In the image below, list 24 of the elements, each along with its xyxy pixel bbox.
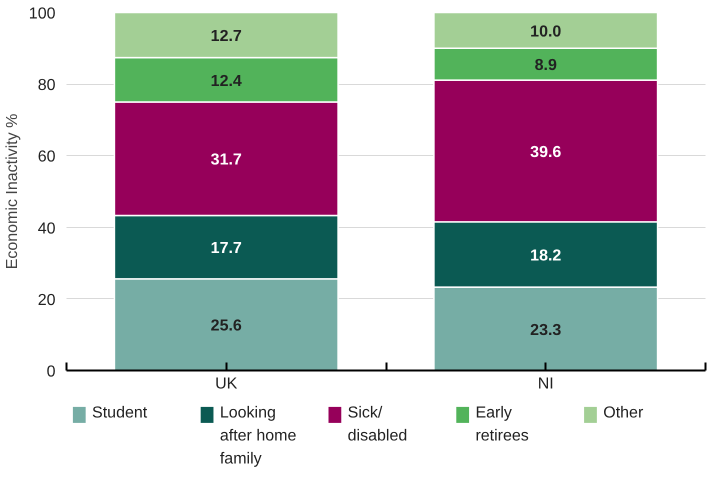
- data-label: 17.7: [210, 240, 242, 258]
- data-label: 12.7: [210, 28, 242, 45]
- y-tick-label: 0: [46, 364, 56, 380]
- data-label: 25.6: [210, 318, 242, 335]
- legend-label: Other: [603, 404, 644, 422]
- x-tick-label: UK: [215, 376, 238, 392]
- data-label: 39.6: [530, 144, 562, 162]
- y-tick-label: 100: [28, 6, 56, 22]
- legend-label: Early retirees: [475, 404, 529, 444]
- y-axis-title: Economic Inactivity %: [4, 114, 21, 270]
- data-label: 18.2: [530, 248, 562, 265]
- data-label: 8.9: [534, 57, 557, 74]
- data-label: 23.3: [530, 322, 562, 339]
- y-tick-label: 40: [38, 220, 56, 238]
- legend-label: Sick/ disabled: [348, 404, 408, 444]
- y-tick-label: 20: [38, 292, 56, 309]
- data-label: 31.7: [210, 152, 242, 169]
- data-label: 12.4: [210, 72, 242, 90]
- y-tick-label: 60: [38, 148, 56, 166]
- x-tick-label: NI: [538, 376, 554, 392]
- legend-label: Student: [92, 404, 148, 422]
- legend-label: Looking after home family: [220, 404, 296, 468]
- y-tick-label: 80: [38, 77, 56, 94]
- data-label: 10.0: [530, 23, 562, 40]
